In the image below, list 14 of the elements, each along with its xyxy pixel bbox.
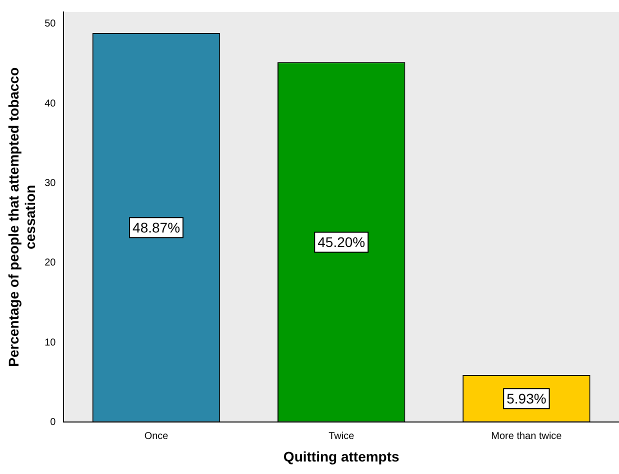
x-tick-label: Once [144,430,169,442]
y-tick-label: 50 [44,18,56,30]
data-label: 45.20% [318,234,366,250]
y-tick-label: 10 [44,337,56,348]
data-label: 5.93% [506,390,546,406]
y-tick-label: 0 [50,416,56,428]
y-tick-label: 20 [44,258,56,269]
data-label: 48.87% [132,219,180,236]
y-tick-label: 30 [44,178,56,189]
y-axis-title: Percentage of people that attempted tobacco cessation [5,67,38,367]
x-tick-label: Twice [328,430,355,442]
x-tick-label: More than twice [491,430,562,442]
x-axis-title: Quitting attempts [283,448,400,464]
y-tick-label: 40 [44,98,56,110]
